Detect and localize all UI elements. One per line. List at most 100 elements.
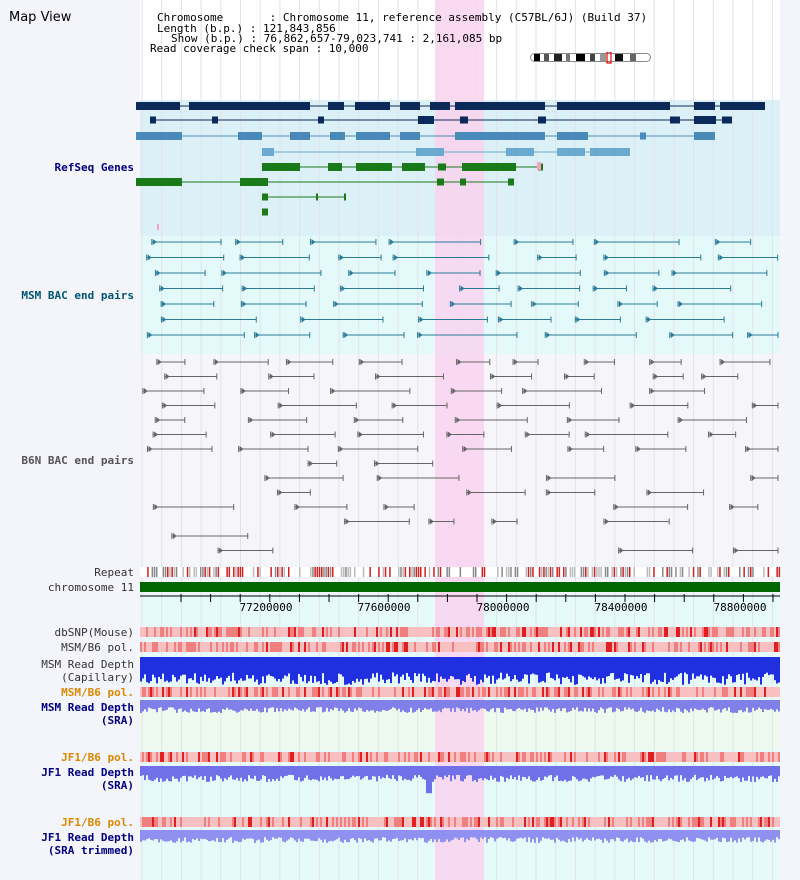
msm-depth-capillary-bar [156,657,158,684]
jf1-depth-trimmed-bar [262,830,264,843]
msm-depth-sra-bar [658,700,660,711]
msm-b6-pol-strip [244,687,246,697]
msm-b6-pol-strip [606,687,608,697]
repeat-mark [323,567,325,577]
msm-b6-pol-strip [710,642,712,652]
msm-depth-sra-bar [456,700,458,708]
jf1-depth-trimmed-bar [268,830,270,842]
msm-depth-capillary-bar [182,657,184,675]
jf1-b6-pol-strip [464,752,466,762]
jf1-depth-sra-bar [430,766,432,794]
msm-b6-pol-strip [318,687,320,697]
msm-b6-pol-strip [188,687,190,697]
jf1-b6-pol-strip [544,817,546,827]
track-label-dbsnp[interactable]: dbSNP(Mouse) [54,626,134,639]
jf1-b6-pol-strip [372,752,374,762]
jf1-b6-pol-strip [468,752,470,762]
msm-depth-capillary-bar [208,657,210,679]
msm-depth-sra-bar [324,700,326,712]
track-label-msm-bac[interactable]: MSM BAC end pairs [21,289,134,302]
jf1-depth-trimmed-bar [216,830,218,838]
msm-depth-sra-bar [682,700,684,713]
jf1-depth-trimmed-bar [540,830,542,841]
msm-depth-capillary-bar [194,657,196,674]
jf1-b6-pol-strip [456,752,458,762]
jf1-depth-sra-bar [704,766,706,782]
msm-b6-pol-strip [646,687,648,697]
jf1-depth-trimmed-bar [570,830,572,843]
dbsnp-strip [226,627,228,637]
msm-b6-pol-strip [342,642,344,652]
msm-depth-capillary-bar [586,657,588,680]
msm-b6-pol-strip [592,687,594,697]
msm-b6-pol-strip [314,642,316,652]
msm-b6-pol-strip [502,642,504,652]
msm-depth-capillary-bar [146,657,148,683]
jf1-b6-pol-strip [450,752,452,762]
msm-b6-pol-strip [308,642,310,652]
dbsnp-strip [442,627,444,637]
msm-depth-sra-bar [616,700,618,708]
msm-b6-pol-strip [290,687,292,697]
repeat-mark [600,567,602,577]
track-label-msm-depth-sra[interactable]: MSM Read Depth (SRA) [41,701,134,727]
dbsnp-strip [358,627,360,637]
track-label-refseq-genes[interactable]: RefSeq Genes [54,161,134,174]
track-label-jf1-depth-sra[interactable]: JF1 Read Depth (SRA) [41,766,134,792]
jf1-depth-sra-bar [546,766,548,778]
jf1-depth-sra-bar [240,766,242,778]
msm-depth-capillary-bar [474,657,476,676]
msm-depth-sra-bar [466,700,468,708]
msm-depth-capillary-bar [358,657,360,682]
msm-b6-pol-strip [396,642,398,652]
jf1-b6-pol-strip [658,752,660,762]
jf1-b6-pol-strip [368,752,370,762]
msm-b6-pol-strip [536,642,538,652]
jf1-depth-trimmed-bar [766,830,768,840]
msm-b6-pol-strip [526,642,528,652]
msm-depth-sra-bar [742,700,744,713]
msm-depth-sra-bar [638,700,640,711]
msm-b6-pol-strip [778,687,780,697]
msm-b6-pol-strip [422,687,424,697]
track-label-msm-b6-pol-1[interactable]: MSM/B6 pol. [61,641,134,654]
msm-b6-pol-strip [500,642,502,652]
msm-depth-sra-bar [428,700,430,710]
jf1-b6-pol-strip [456,817,458,827]
msm-depth-sra-bar [260,700,262,713]
track-label-msm-b6-pol-2[interactable]: MSM/B6 pol. [61,686,134,699]
track-label-jf1-b6-pol-2[interactable]: JF1/B6 pol. [61,816,134,829]
dbsnp-strip [278,627,280,637]
msm-b6-pol-strip [642,642,644,652]
msm-depth-sra-bar [510,700,512,710]
msm-b6-pol-strip [298,642,300,652]
jf1-b6-pol-strip [760,817,762,827]
msm-depth-sra-bar [778,700,780,712]
repeat-mark [235,567,237,577]
repeat-mark [318,567,321,577]
msm-depth-capillary-bar [372,657,374,674]
jf1-b6-pol-strip [328,817,330,827]
bac-end-arrow [241,254,246,261]
track-label-b6n-bac[interactable]: B6N BAC end pairs [21,454,134,467]
jf1-b6-pol-strip [322,752,324,762]
jf1-b6-pol-strip [596,817,598,827]
repeat-mark [587,567,589,577]
dbsnp-strip [572,627,574,637]
msm-b6-pol-strip [146,642,148,652]
jf1-b6-pol-strip [228,817,230,827]
jf1-depth-trimmed-bar [580,830,582,839]
msm-depth-capillary-bar [688,657,690,684]
msm-depth-sra-bar [178,700,180,709]
jf1-b6-pol-strip [250,817,252,827]
track-label-jf1-b6-pol-1[interactable]: JF1/B6 pol. [61,751,134,764]
chromosome-ideogram[interactable] [530,52,651,64]
jf1-b6-pol-strip [560,752,562,762]
track-label-msm-depth-capillary[interactable]: MSM Read Depth (Capillary) [41,658,134,684]
bac-end-arrow [716,239,721,245]
msm-b6-pol-strip [354,687,356,697]
msm-depth-capillary-bar [290,657,292,684]
repeat-mark [723,567,726,577]
track-label-jf1-depth-trimmed[interactable]: JF1 Read Depth (SRA trimmed) [41,831,134,857]
